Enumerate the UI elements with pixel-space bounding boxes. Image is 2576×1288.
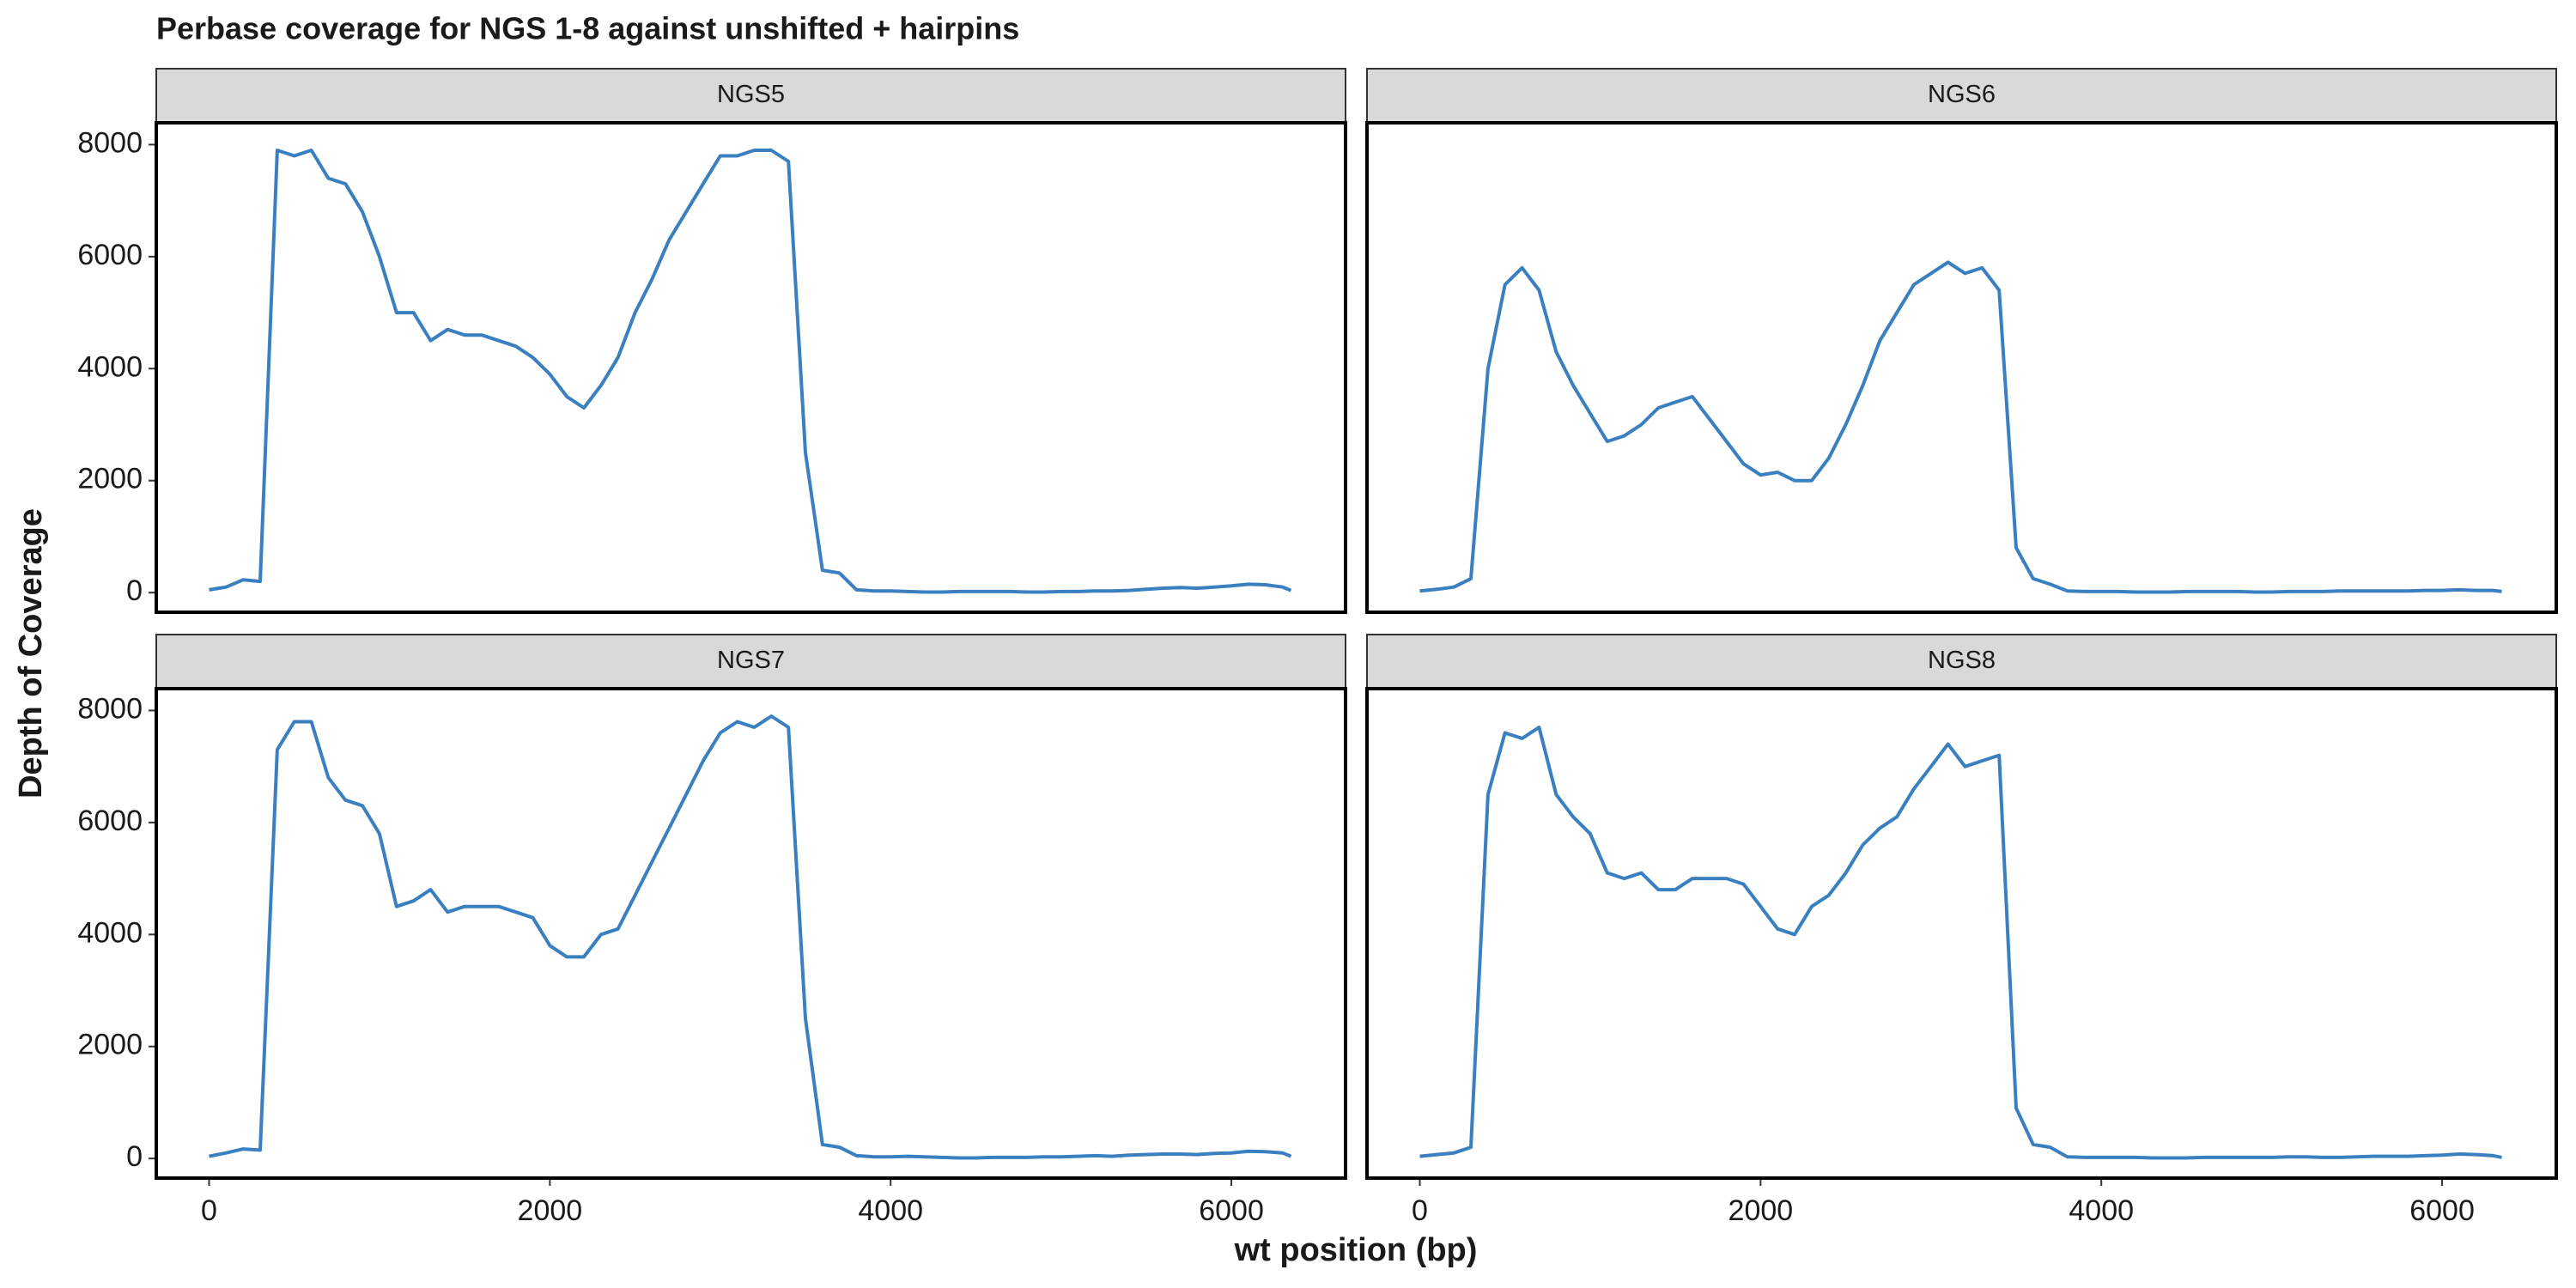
x-tick-label: 0 [201, 1194, 217, 1227]
y-tick-label: 6000 [77, 805, 143, 837]
coverage-line [209, 149, 1292, 594]
y-tick-label: 4000 [77, 916, 143, 949]
y-tick-label: 8000 [77, 126, 143, 159]
panel [156, 123, 1346, 612]
strip [155, 634, 1346, 690]
y-tick-label: 4000 [77, 350, 143, 383]
strip [155, 68, 1346, 124]
y-tick-label: 0 [126, 1140, 143, 1173]
strip-label: NGS5 [717, 81, 785, 108]
y-tick-label: 6000 [77, 239, 143, 271]
panel [156, 689, 1346, 1178]
x-tick-label: 6000 [1199, 1194, 1264, 1227]
coverage-line [1419, 260, 2502, 594]
coverage-line [1419, 726, 2502, 1160]
strip-label: NGS8 [1928, 647, 1996, 674]
x-tick-label: 2000 [518, 1194, 583, 1227]
y-tick-label: 8000 [77, 692, 143, 725]
y-tick-label: 2000 [77, 1029, 143, 1061]
strip [1366, 68, 2557, 124]
panel [1367, 123, 2556, 612]
x-axis-title: wt position (bp) [1234, 1232, 1478, 1268]
panel [1367, 689, 2556, 1178]
y-tick-label: 0 [126, 574, 143, 607]
panel-border [1365, 121, 2558, 614]
x-tick-label: 2000 [1728, 1194, 1794, 1227]
panel-border [155, 121, 1347, 614]
strip [1366, 634, 2557, 690]
x-tick-label: 6000 [2409, 1194, 2475, 1227]
x-tick-label: 0 [1412, 1194, 1428, 1227]
strip-label: NGS7 [717, 647, 785, 674]
panel-border [1365, 687, 2558, 1180]
y-axis-title: Depth of Coverage [13, 508, 49, 799]
y-tick-label: 2000 [77, 463, 143, 495]
x-tick-label: 4000 [2069, 1194, 2134, 1227]
x-tick-label: 4000 [858, 1194, 923, 1227]
strip-label: NGS6 [1928, 81, 1996, 108]
chart-title: Perbase coverage for NGS 1-8 against uns… [156, 11, 1019, 46]
panel-border [155, 687, 1347, 1180]
coverage-line [209, 714, 1292, 1160]
